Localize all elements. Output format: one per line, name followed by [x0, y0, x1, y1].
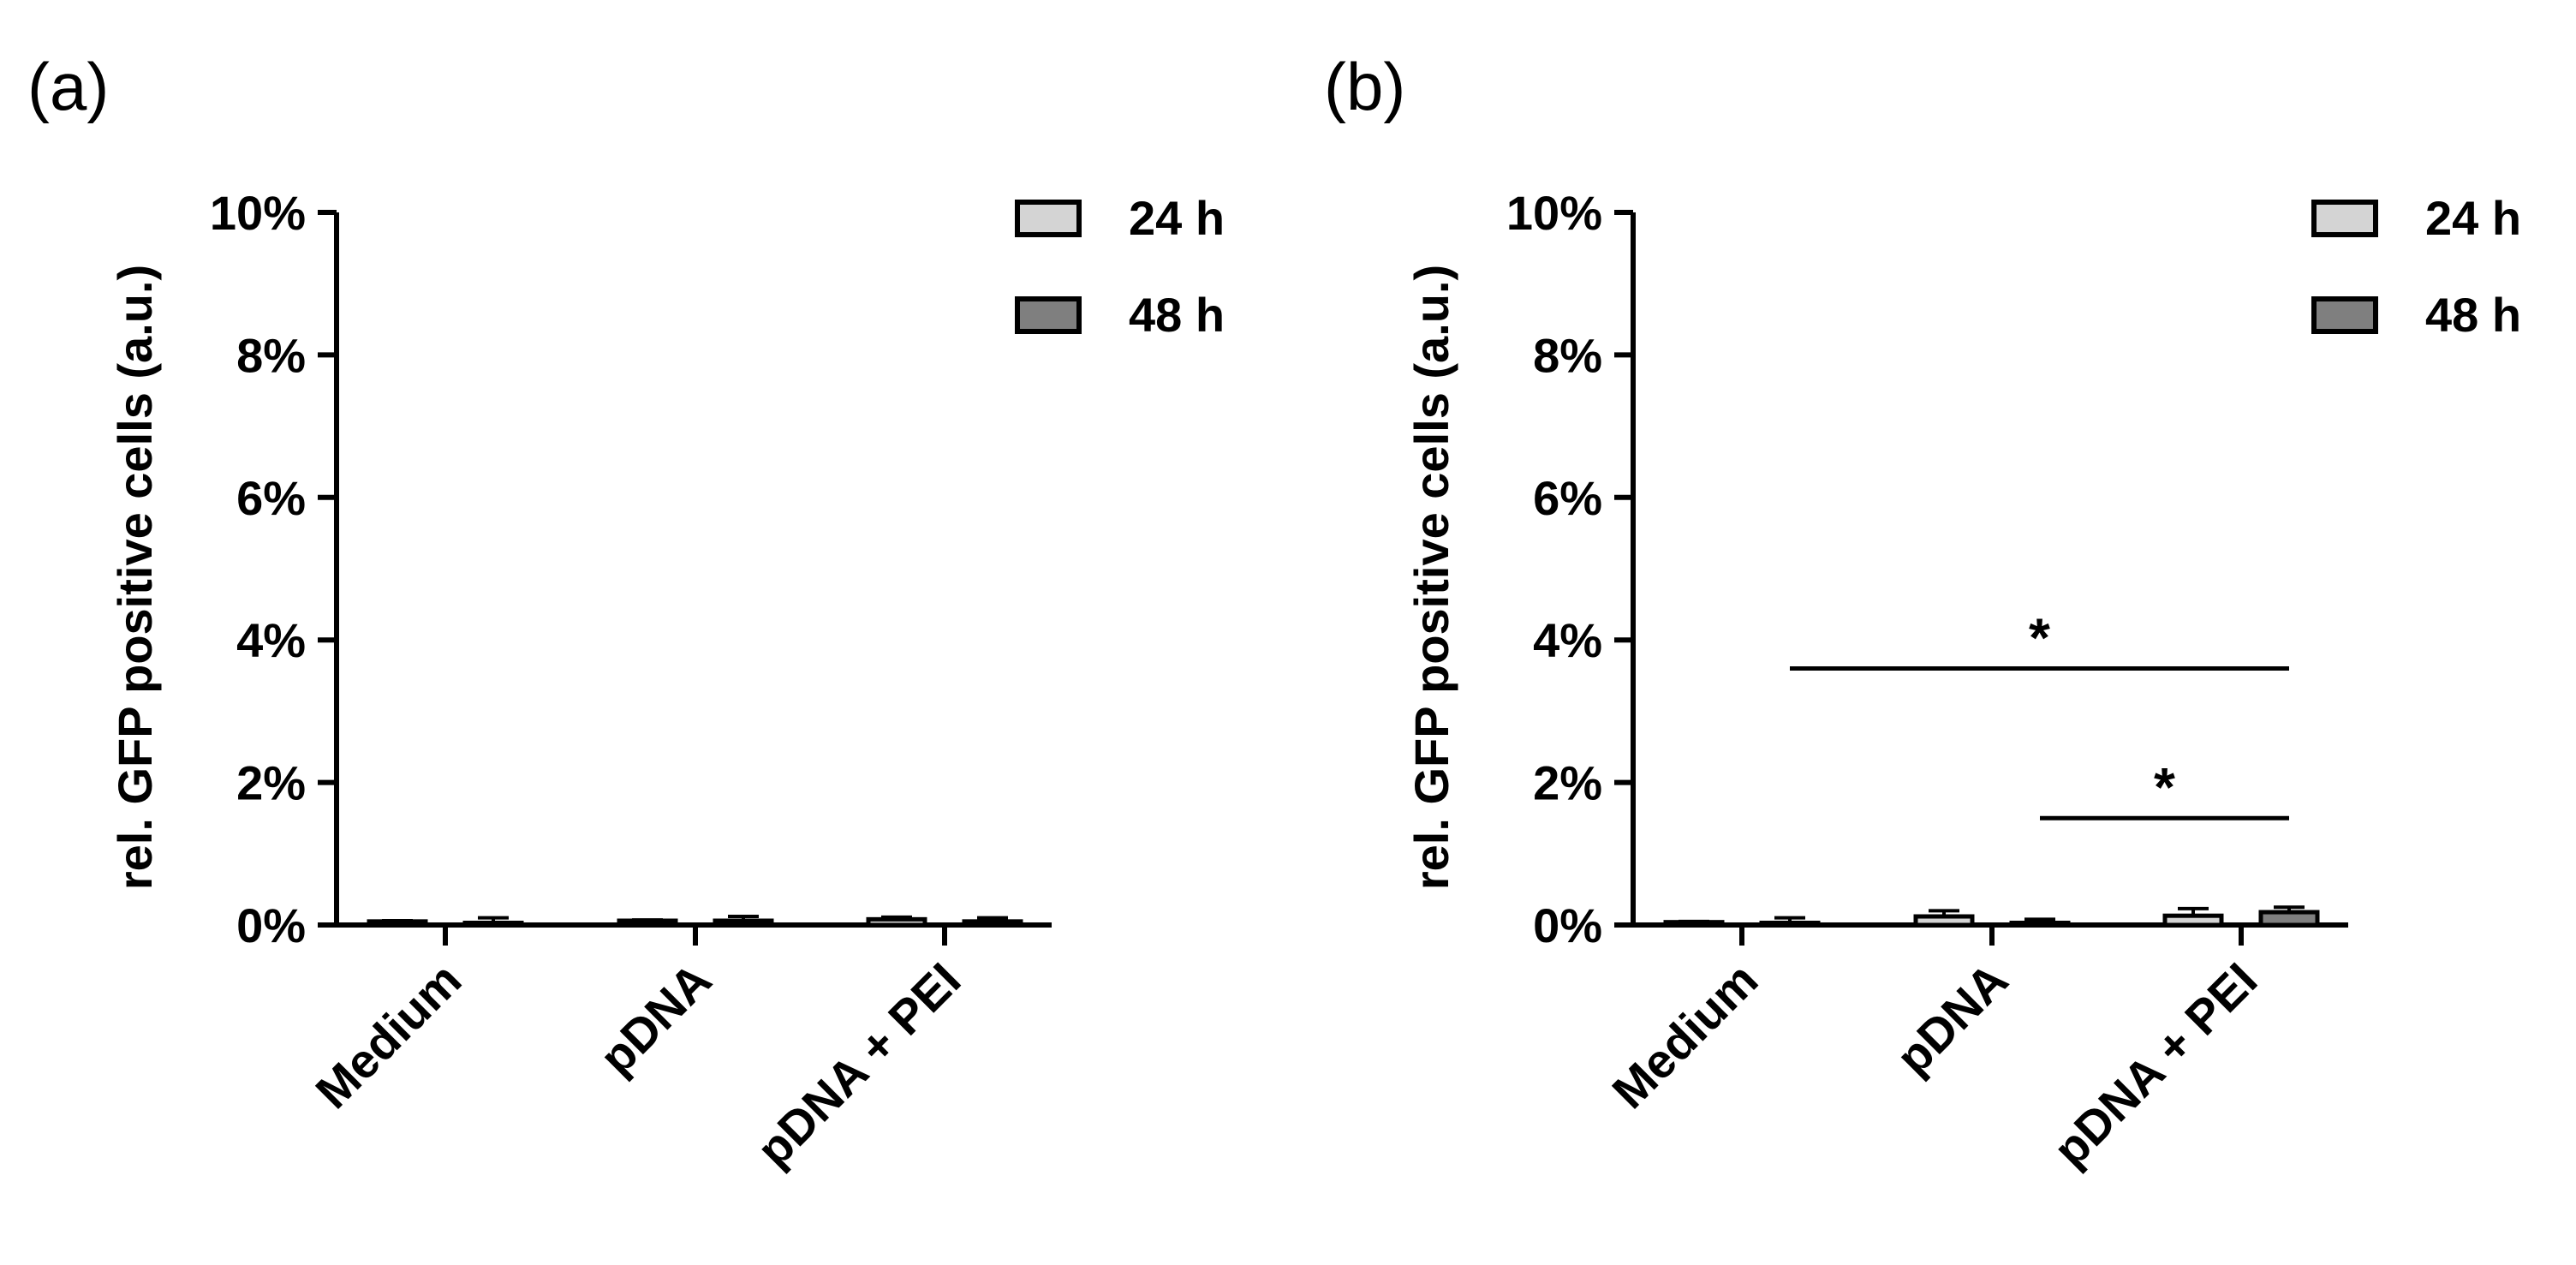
- chart-panel-0: (a) rel. GFP positive cells (a.u.) 0% 2% 4% 6…: [27, 49, 1225, 1177]
- x-category-label: pDNA + PEI: [2042, 952, 2267, 1177]
- x-category-label: Medium: [1601, 952, 1768, 1119]
- bar-48h: [962, 919, 1023, 928]
- bar-24h: [1913, 914, 1975, 928]
- legend-swatch: [2311, 200, 2378, 237]
- y-tick-label: 6%: [1533, 471, 1602, 525]
- bar-48h: [462, 921, 524, 928]
- bar-48h: [1759, 921, 1821, 928]
- y-tick-label: 8%: [1533, 328, 1602, 382]
- legend-swatch: [1015, 200, 1082, 237]
- y-tick-label: 10%: [1506, 186, 1602, 240]
- y-axis-label: rel. GFP positive cells (a.u.): [1404, 265, 1458, 890]
- y-tick-label: 0%: [1533, 898, 1602, 952]
- bar-24h: [866, 916, 927, 928]
- y-axis-label: rel. GFP positive cells (a.u.): [108, 265, 162, 890]
- legend-label: 48 h: [1129, 288, 1225, 342]
- significance-label: *: [2029, 606, 2050, 668]
- y-tick-label: 4%: [1533, 613, 1602, 667]
- x-category-label: Medium: [305, 952, 471, 1119]
- y-tick-label: 10%: [210, 186, 306, 240]
- y-tick-label: 2%: [1533, 756, 1602, 810]
- legend-label: 48 h: [2425, 288, 2521, 342]
- bar-24h: [2162, 913, 2224, 928]
- bar-48h: [2009, 921, 2071, 928]
- bar-48h: [2258, 910, 2320, 928]
- legend-swatch: [1015, 296, 1082, 334]
- y-tick-label: 4%: [236, 613, 306, 667]
- legend-label: 24 h: [2425, 191, 2521, 245]
- x-category-label: pDNA: [1886, 952, 2018, 1085]
- y-tick-label: 6%: [236, 471, 306, 525]
- y-tick-label: 2%: [236, 756, 306, 810]
- y-tick-label: 0%: [236, 898, 306, 952]
- significance-label: *: [2154, 756, 2175, 818]
- legend-swatch: [2311, 296, 2378, 334]
- panel-label: (a): [27, 49, 109, 124]
- x-category-label: pDNA + PEI: [746, 952, 970, 1177]
- x-category-label: pDNA: [589, 952, 722, 1085]
- panel-label: (b): [1324, 49, 1405, 124]
- y-tick-label: 8%: [236, 328, 306, 382]
- legend-label: 24 h: [1129, 191, 1225, 245]
- bar-48h: [713, 918, 774, 928]
- chart-panel-1: (b) rel. GFP positive cells (a.u.) 0% 2% 4% 6…: [1324, 49, 2521, 1177]
